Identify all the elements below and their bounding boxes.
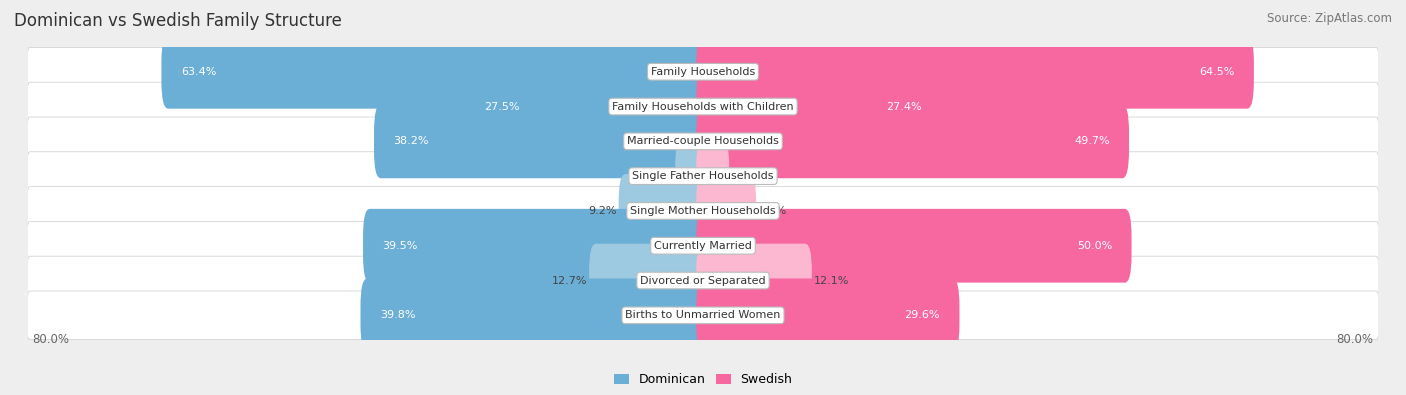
Text: 80.0%: 80.0% (32, 333, 69, 346)
FancyBboxPatch shape (27, 117, 1379, 166)
FancyBboxPatch shape (696, 278, 959, 352)
FancyBboxPatch shape (27, 82, 1379, 131)
Text: 39.8%: 39.8% (380, 310, 415, 320)
Text: 27.4%: 27.4% (886, 102, 921, 111)
FancyBboxPatch shape (360, 278, 710, 352)
Text: Married-couple Households: Married-couple Households (627, 136, 779, 147)
Text: Dominican vs Swedish Family Structure: Dominican vs Swedish Family Structure (14, 12, 342, 30)
FancyBboxPatch shape (696, 70, 941, 143)
FancyBboxPatch shape (696, 174, 756, 248)
Text: 5.5%: 5.5% (758, 206, 786, 216)
Legend: Dominican, Swedish: Dominican, Swedish (613, 373, 793, 386)
Text: Births to Unmarried Women: Births to Unmarried Women (626, 310, 780, 320)
Text: 9.2%: 9.2% (589, 206, 617, 216)
Text: 39.5%: 39.5% (382, 241, 418, 251)
Text: 80.0%: 80.0% (1337, 333, 1374, 346)
Text: Single Mother Households: Single Mother Households (630, 206, 776, 216)
Text: Family Households: Family Households (651, 67, 755, 77)
FancyBboxPatch shape (27, 291, 1379, 340)
FancyBboxPatch shape (696, 209, 1132, 283)
FancyBboxPatch shape (27, 47, 1379, 96)
FancyBboxPatch shape (696, 104, 1129, 178)
FancyBboxPatch shape (27, 186, 1379, 235)
Text: 12.1%: 12.1% (814, 276, 849, 286)
Text: Single Father Households: Single Father Households (633, 171, 773, 181)
FancyBboxPatch shape (589, 244, 710, 318)
FancyBboxPatch shape (363, 209, 710, 283)
Text: 12.7%: 12.7% (553, 276, 588, 286)
Text: 64.5%: 64.5% (1199, 67, 1234, 77)
Text: Divorced or Separated: Divorced or Separated (640, 276, 766, 286)
Text: 63.4%: 63.4% (181, 67, 217, 77)
Text: 38.2%: 38.2% (394, 136, 429, 147)
Text: 50.0%: 50.0% (1077, 241, 1112, 251)
FancyBboxPatch shape (27, 221, 1379, 270)
FancyBboxPatch shape (696, 244, 811, 318)
Text: 29.6%: 29.6% (904, 310, 941, 320)
FancyBboxPatch shape (27, 256, 1379, 305)
FancyBboxPatch shape (27, 152, 1379, 201)
FancyBboxPatch shape (696, 35, 1254, 109)
FancyBboxPatch shape (374, 104, 710, 178)
Text: 27.5%: 27.5% (484, 102, 519, 111)
FancyBboxPatch shape (162, 35, 710, 109)
FancyBboxPatch shape (696, 139, 730, 213)
FancyBboxPatch shape (464, 70, 710, 143)
FancyBboxPatch shape (619, 174, 710, 248)
Text: Source: ZipAtlas.com: Source: ZipAtlas.com (1267, 12, 1392, 25)
Text: 2.5%: 2.5% (645, 171, 673, 181)
Text: 2.3%: 2.3% (731, 171, 759, 181)
FancyBboxPatch shape (675, 139, 710, 213)
Text: Currently Married: Currently Married (654, 241, 752, 251)
Text: Family Households with Children: Family Households with Children (612, 102, 794, 111)
Text: 49.7%: 49.7% (1074, 136, 1109, 147)
